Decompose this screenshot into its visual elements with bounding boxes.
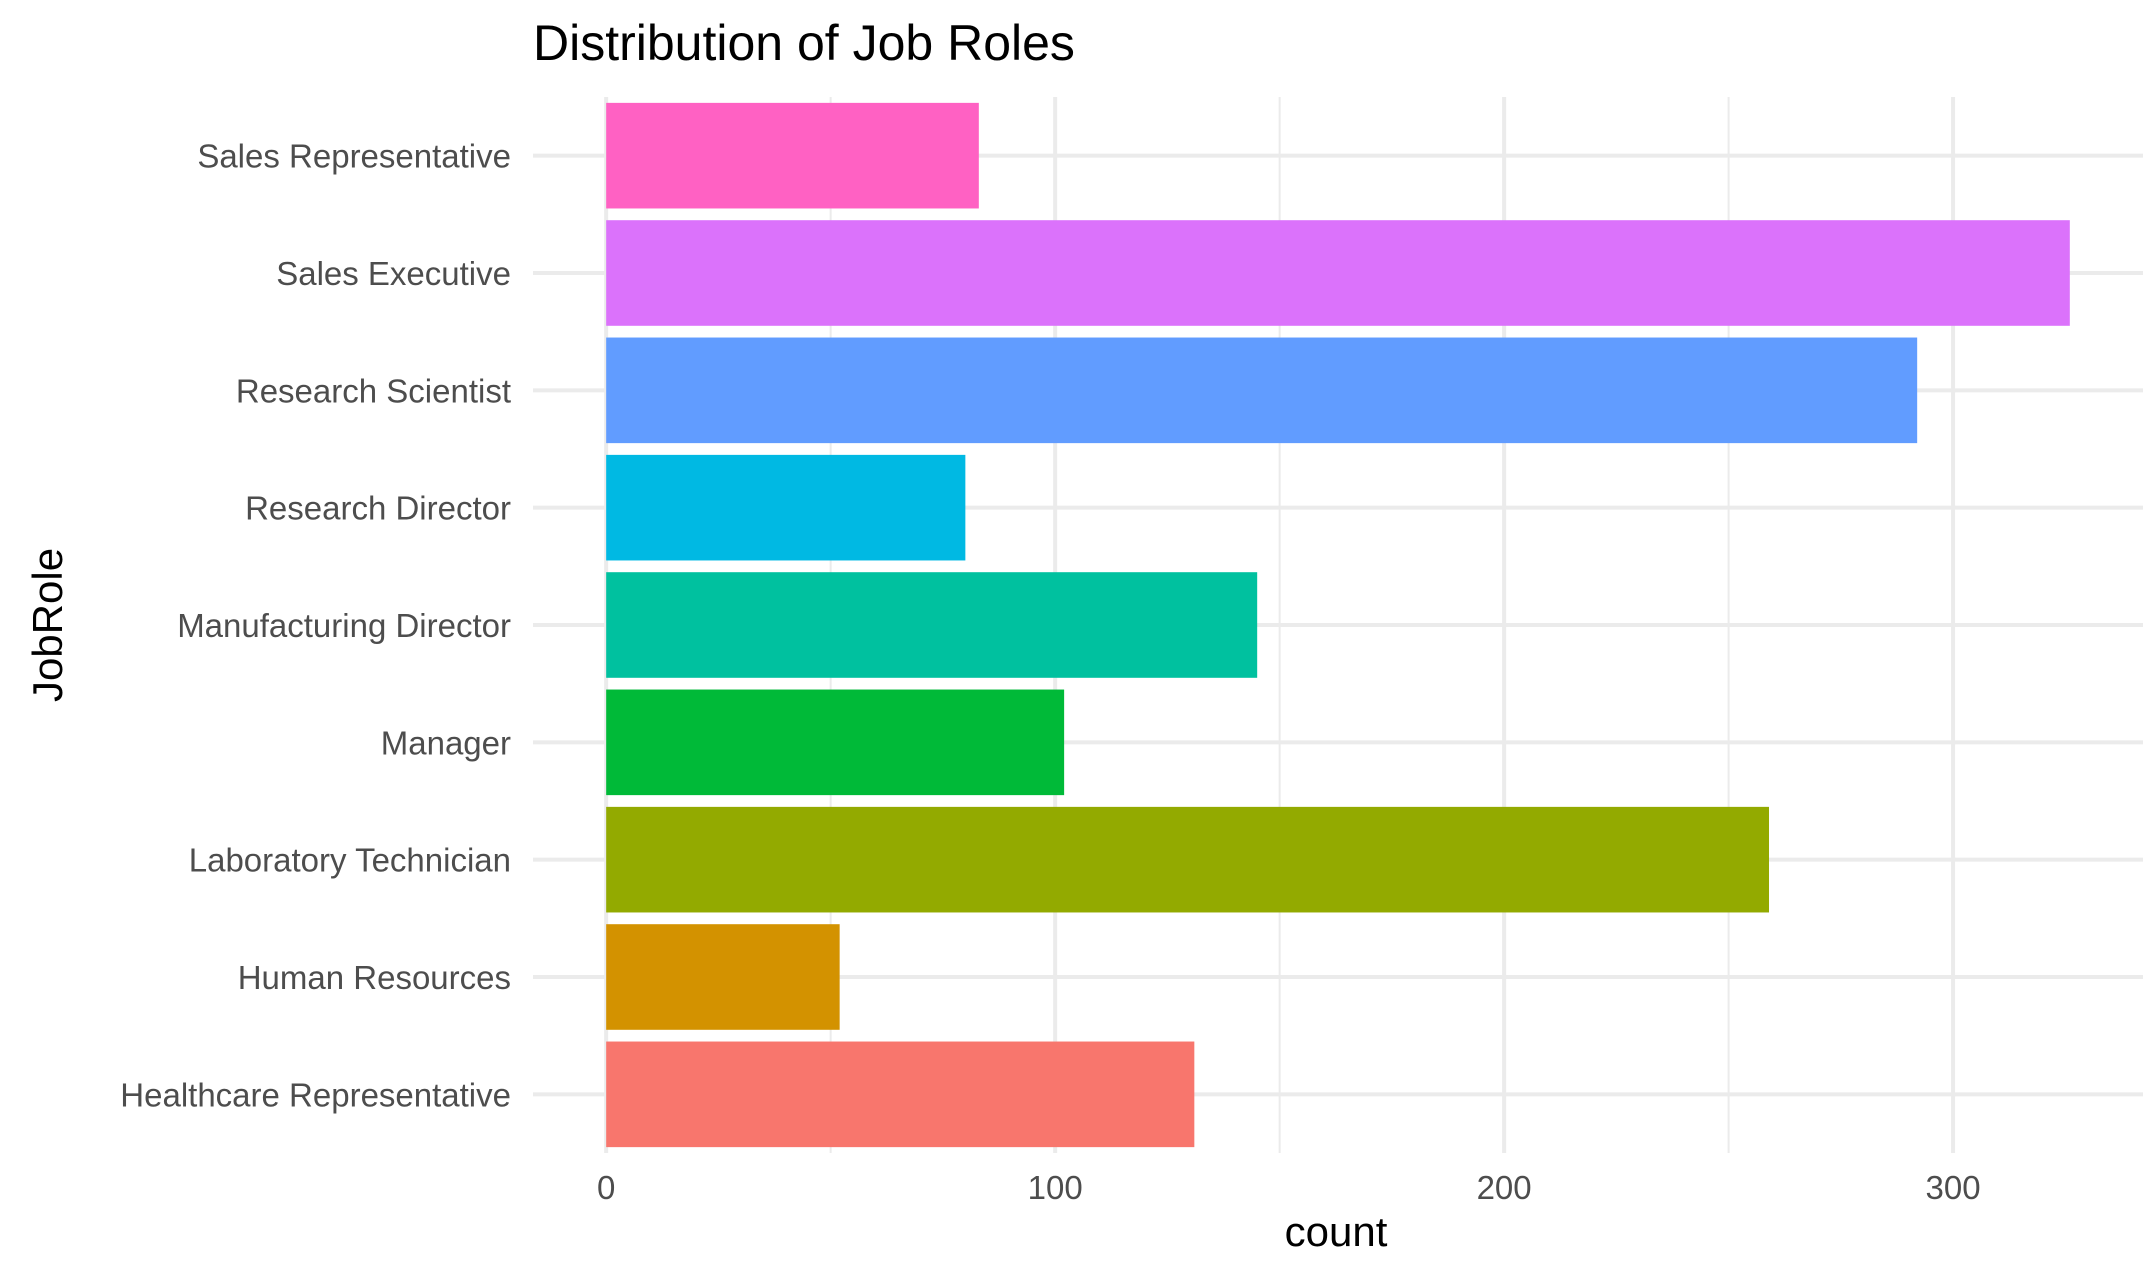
y-tick-label: Laboratory Technician <box>189 842 511 879</box>
bars-layer <box>606 102 2070 1148</box>
bar-laboratory-technician <box>606 806 1770 913</box>
y-tick-label: Human Resources <box>238 959 511 996</box>
y-tick-label: Sales Representative <box>197 138 511 175</box>
bar-manufacturing-director <box>606 572 1258 678</box>
bar-sales-executive <box>606 220 2070 326</box>
y-tick-label: Research Director <box>245 490 511 527</box>
bar-human-resources <box>606 924 840 1030</box>
y-tick-label: Healthcare Representative <box>120 1076 511 1113</box>
y-tick-label: Manufacturing Director <box>177 607 511 644</box>
x-tick-label: 300 <box>1926 1169 1981 1206</box>
bar-sales-representative <box>606 102 979 209</box>
x-tick-label: 100 <box>1028 1169 1083 1206</box>
x-tick-labels: 0 100 200 300 <box>597 1169 1981 1206</box>
bar-research-director <box>606 454 966 561</box>
x-tick-label: 200 <box>1477 1169 1532 1206</box>
chart-title: Distribution of Job Roles <box>533 15 1075 71</box>
y-tick-labels: Healthcare Representative Human Resources… <box>120 138 511 1114</box>
bar-research-scientist <box>606 337 1918 444</box>
y-axis-title: JobRole <box>24 548 71 702</box>
y-tick-label: Research Scientist <box>236 372 511 409</box>
y-tick-label: Sales Executive <box>276 255 511 292</box>
bar-manager <box>606 689 1065 796</box>
y-tick-label: Manager <box>381 724 511 761</box>
bar-healthcare-representative <box>606 1041 1195 1148</box>
x-axis-title: count <box>1285 1208 1388 1255</box>
x-tick-label: 0 <box>597 1169 615 1206</box>
